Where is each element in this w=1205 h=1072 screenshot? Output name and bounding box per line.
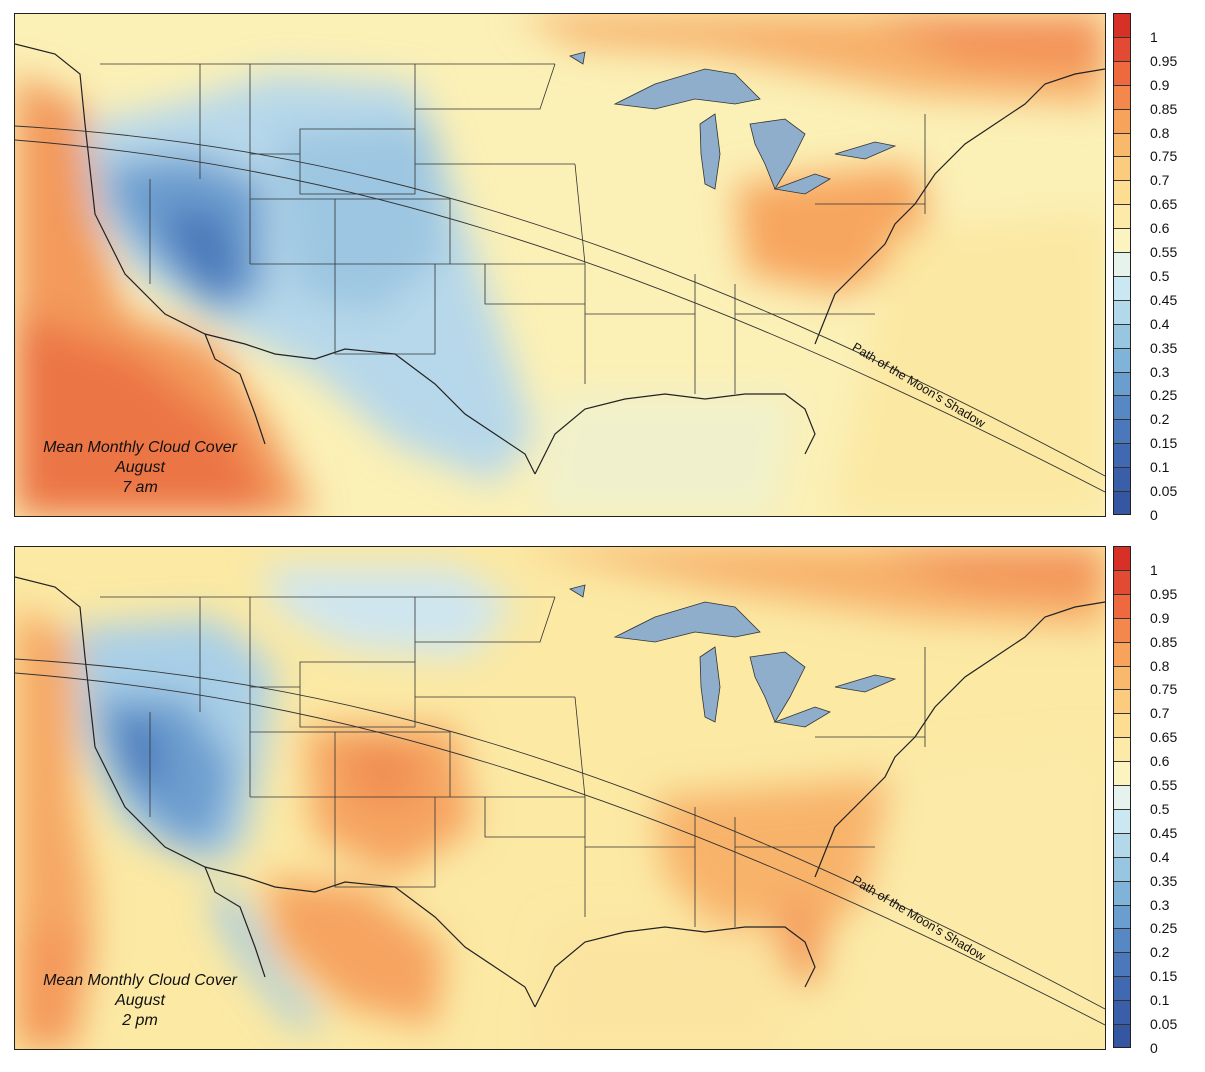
colorbar-segment <box>1113 832 1131 857</box>
colorbar-tick-label: 0.75 <box>1150 681 1178 698</box>
colorbar-tick-label: 0.15 <box>1150 435 1178 452</box>
colorbar-tick-label: 0.7 <box>1150 172 1170 189</box>
colorbar-segment <box>1113 808 1131 833</box>
colorbar-tick-label: 1 <box>1150 561 1158 578</box>
colorbar-segment <box>1113 204 1131 229</box>
colorbar-segment <box>1113 665 1131 690</box>
colorbar-tick-label: 0.4 <box>1150 848 1170 865</box>
colorbar-segment <box>1113 713 1131 738</box>
colorbar-segment <box>1113 761 1131 786</box>
colorbar-tick-label: 0.1 <box>1150 459 1170 476</box>
colorbar-tick-label: 0.9 <box>1150 609 1170 626</box>
colorbar-segment <box>1113 180 1131 205</box>
colorbar-tick-label: 0.3 <box>1150 896 1170 913</box>
colorbar-tick-label: 0.6 <box>1150 220 1170 237</box>
colorbar-segment <box>1113 132 1131 157</box>
colorbar-segment <box>1113 228 1131 253</box>
colorbar-tick-label: 0.2 <box>1150 944 1170 961</box>
colorbar-tick-label: 0 <box>1150 507 1158 523</box>
cloud-cover-map-2pm <box>15 547 1105 1049</box>
colorbar-segment <box>1113 347 1131 372</box>
colorbar-tick-label: 0.85 <box>1150 633 1178 650</box>
colorbar-segment <box>1113 880 1131 905</box>
colorbar-segment <box>1113 395 1131 420</box>
colorbar-segment <box>1113 108 1131 133</box>
colorbar-segment <box>1113 36 1131 61</box>
colorbar-frame <box>1113 546 1131 1048</box>
colorbar-segment <box>1113 60 1131 85</box>
colorbar-segment <box>1113 1024 1131 1048</box>
map-panel-2pm: Mean Monthly Cloud Cover August 2 pm Pat… <box>14 546 1106 1050</box>
colorbar-tick-label: 0 <box>1150 1040 1158 1056</box>
colorbar-tick-label: 0.9 <box>1150 76 1170 93</box>
colorbar-tick-label: 0.25 <box>1150 387 1178 404</box>
colorbar-2pm: 1 0.95 0.9 0.85 0.8 0.75 0.7 0.65 0.6 0.55 0.5 0.45… <box>1113 546 1177 1055</box>
colorbar-tick-label: 0.45 <box>1150 291 1178 308</box>
colorbar-tick-label: 1 <box>1150 28 1158 45</box>
colorbar-tick-label: 0.05 <box>1150 483 1178 500</box>
colorbar-tick-label: 0.95 <box>1150 585 1178 602</box>
colorbar-tick-label: 0.65 <box>1150 729 1178 746</box>
colorbar-tick-label: 0.95 <box>1150 52 1178 69</box>
colorbar-tick-label: 0.1 <box>1150 992 1170 1009</box>
colorbar-tick-label: 0.15 <box>1150 968 1178 985</box>
colorbar-segment <box>1113 952 1131 977</box>
title-line-3: 7 am <box>122 479 158 496</box>
colorbar-segment <box>1113 569 1131 594</box>
colorbar-tick-label: 0.45 <box>1150 824 1178 841</box>
colorbar-segment <box>1113 491 1131 515</box>
map-title-7am: Mean Monthly Cloud Cover August 7 am <box>15 438 265 498</box>
colorbar-segment <box>1113 299 1131 324</box>
colorbar-segment <box>1113 617 1131 642</box>
colorbar-segment <box>1113 275 1131 300</box>
colorbar-segment <box>1113 904 1131 929</box>
colorbar-tick-label: 0.35 <box>1150 872 1178 889</box>
colorbar-segment <box>1113 252 1131 276</box>
cloud-cover-map-7am <box>15 14 1105 516</box>
colorbar-segment <box>1113 156 1131 181</box>
colorbar-segment <box>1113 976 1131 1001</box>
colorbar-tick-label: 0.25 <box>1150 920 1178 937</box>
colorbar-tick-label: 0.4 <box>1150 315 1170 332</box>
title-line-2: August <box>115 992 165 1009</box>
colorbar-frame <box>1113 13 1131 515</box>
colorbar-segment <box>1113 593 1131 618</box>
colorbar-segment <box>1113 928 1131 953</box>
colorbar-tick-label: 0.05 <box>1150 1016 1178 1033</box>
colorbar-segment <box>1113 419 1131 444</box>
colorbar-segment <box>1113 1000 1131 1025</box>
colorbar-tick-label: 0.35 <box>1150 339 1178 356</box>
colorbar-segment <box>1113 371 1131 396</box>
colorbar-segment <box>1113 84 1131 109</box>
colorbar-7am: 1 0.95 0.9 0.85 0.8 0.75 0.7 0.65 0.6 0.55 0.5 0.45… <box>1113 13 1177 522</box>
colorbar-tick-label: 0.2 <box>1150 411 1170 428</box>
colorbar-tick-label: 0.55 <box>1150 244 1178 261</box>
title-line-1: Mean Monthly Cloud Cover <box>43 972 237 989</box>
colorbar-segment <box>1113 856 1131 881</box>
colorbar-tick-label: 0.8 <box>1150 657 1170 674</box>
title-line-2: August <box>115 459 165 476</box>
colorbar-tick-label: 0.85 <box>1150 100 1178 117</box>
map-title-2pm: Mean Monthly Cloud Cover August 2 pm <box>15 971 265 1031</box>
colorbar-segment <box>1113 443 1131 468</box>
title-line-1: Mean Monthly Cloud Cover <box>43 439 237 456</box>
colorbar-tick-label: 0.6 <box>1150 753 1170 770</box>
colorbar-tick-label: 0.8 <box>1150 124 1170 141</box>
colorbar-tick-label: 0.3 <box>1150 363 1170 380</box>
colorbar-segment <box>1113 689 1131 714</box>
colorbar-tick-label: 0.75 <box>1150 148 1178 165</box>
colorbar-segment <box>1113 737 1131 762</box>
colorbar-segment <box>1113 641 1131 666</box>
title-line-3: 2 pm <box>122 1012 158 1029</box>
map-panel-7am: Mean Monthly Cloud Cover August 7 am Pat… <box>14 13 1106 517</box>
colorbar-tick-label: 0.65 <box>1150 196 1178 213</box>
colorbar-segment <box>1113 323 1131 348</box>
colorbar-tick-label: 0.5 <box>1150 800 1170 817</box>
colorbar-tick-label: 0.55 <box>1150 777 1178 794</box>
colorbar-tick-label: 0.7 <box>1150 705 1170 722</box>
colorbar-segment <box>1113 467 1131 492</box>
colorbar-segment <box>1113 785 1131 809</box>
colorbar-tick-label: 0.5 <box>1150 267 1170 284</box>
